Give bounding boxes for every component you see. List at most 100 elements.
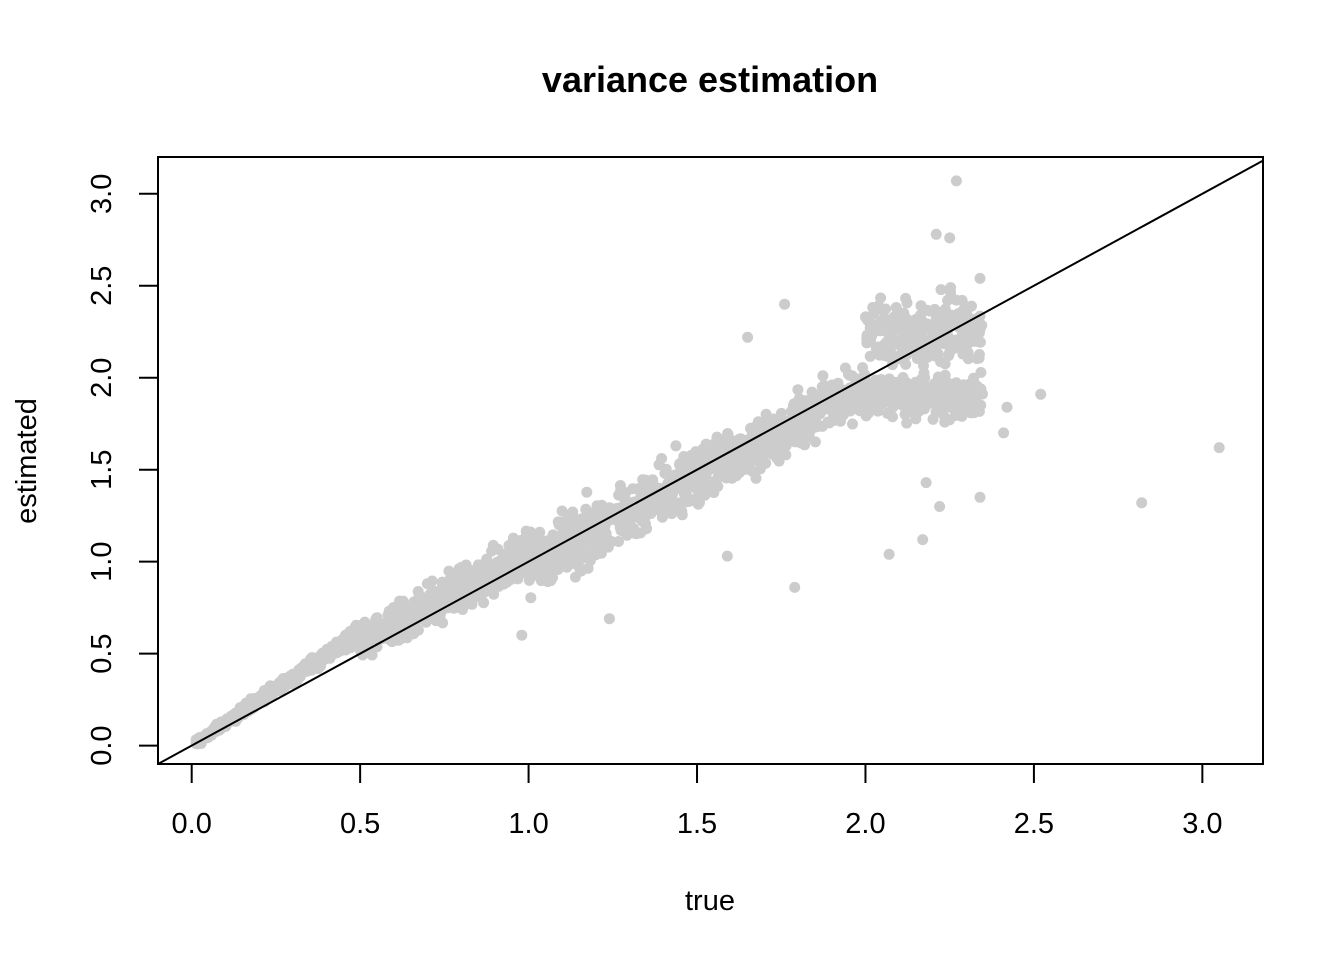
outlier-point [779, 298, 791, 310]
data-point [690, 446, 702, 458]
data-point [757, 420, 769, 432]
data-point [640, 474, 652, 486]
x-tick-label: 2.5 [1014, 808, 1054, 840]
data-point [867, 302, 879, 313]
outlier-point [883, 548, 895, 560]
data-point [935, 284, 947, 296]
data-point [900, 358, 912, 370]
data-point [939, 416, 951, 428]
y-tick-label: 2.0 [86, 358, 118, 398]
data-point [590, 549, 602, 561]
outlier-point [1035, 388, 1047, 400]
data-point [727, 452, 739, 464]
x-axis-label: true [685, 885, 735, 917]
outlier-point [917, 534, 929, 546]
outlier-point [998, 427, 1010, 439]
data-point [861, 337, 873, 349]
data-point [670, 440, 682, 452]
data-point [700, 438, 712, 450]
outlier-point [721, 550, 733, 562]
data-point [469, 579, 481, 590]
data-point [950, 294, 962, 306]
data-point [848, 397, 860, 408]
data-point [748, 444, 760, 456]
data-point [930, 379, 942, 391]
data-point [703, 476, 715, 488]
data-point [421, 578, 433, 590]
data-point [880, 315, 892, 327]
data-point [937, 404, 949, 416]
data-point [866, 391, 878, 403]
data-point [264, 681, 276, 692]
data-point [687, 455, 699, 467]
x-tick-label: 2.0 [845, 808, 885, 840]
data-point [918, 360, 929, 372]
data-point [692, 498, 704, 510]
data-point [503, 555, 515, 567]
data-point [552, 516, 564, 528]
data-point [457, 604, 469, 615]
data-point [547, 529, 559, 541]
data-point [425, 593, 437, 605]
y-axis: 0.0 0.5 1.0 1.5 2.0 2.5 3.0 [86, 174, 159, 766]
data-point [913, 387, 925, 399]
data-point [599, 538, 611, 550]
data-point [874, 349, 885, 361]
data-point [802, 431, 813, 443]
data-point [698, 450, 710, 462]
data-point [397, 595, 409, 607]
data-point [450, 580, 462, 592]
data-point [647, 498, 659, 510]
data-point [943, 347, 955, 359]
data-point [962, 347, 974, 359]
data-point [875, 374, 887, 385]
data-point [726, 472, 738, 484]
data-point [200, 730, 211, 742]
data-point [964, 389, 976, 401]
outlier-point [789, 581, 801, 593]
data-point [613, 536, 624, 547]
data-point [630, 528, 642, 540]
data-point [977, 388, 988, 400]
data-point [502, 573, 514, 585]
data-point [913, 377, 925, 389]
data-point [875, 292, 887, 304]
data-point [882, 342, 894, 354]
data-point [945, 282, 957, 294]
data-point [956, 410, 968, 422]
data-point [615, 484, 627, 496]
data-point [965, 377, 977, 389]
data-point [857, 362, 869, 374]
data-point [914, 309, 926, 321]
data-point [890, 310, 902, 322]
data-point [663, 497, 675, 509]
outlier-point [974, 272, 986, 284]
data-point [355, 639, 367, 651]
data-point [882, 407, 893, 419]
data-point [437, 617, 449, 629]
data-point [656, 453, 668, 464]
data-point [864, 350, 876, 362]
data-point [408, 625, 420, 636]
data-point [217, 717, 229, 729]
data-point [492, 556, 504, 568]
y-tick-label: 1.0 [86, 542, 118, 582]
data-point [536, 542, 548, 554]
chart-title: variance estimation [542, 59, 878, 100]
data-point [478, 597, 490, 609]
data-point [930, 350, 941, 362]
data-point [294, 663, 306, 675]
data-point [385, 609, 397, 621]
outlier-point [934, 501, 946, 512]
outlier-point [1136, 497, 1148, 509]
data-point [911, 334, 922, 346]
data-point [303, 657, 315, 669]
y-axis-label: estimated [11, 398, 43, 524]
data-point [528, 545, 540, 557]
outlier-point [950, 175, 962, 187]
y-tick-label: 0.5 [86, 633, 118, 673]
outlier-point [1001, 401, 1013, 413]
data-point [490, 568, 502, 580]
data-point [886, 331, 898, 343]
data-point [874, 325, 886, 337]
